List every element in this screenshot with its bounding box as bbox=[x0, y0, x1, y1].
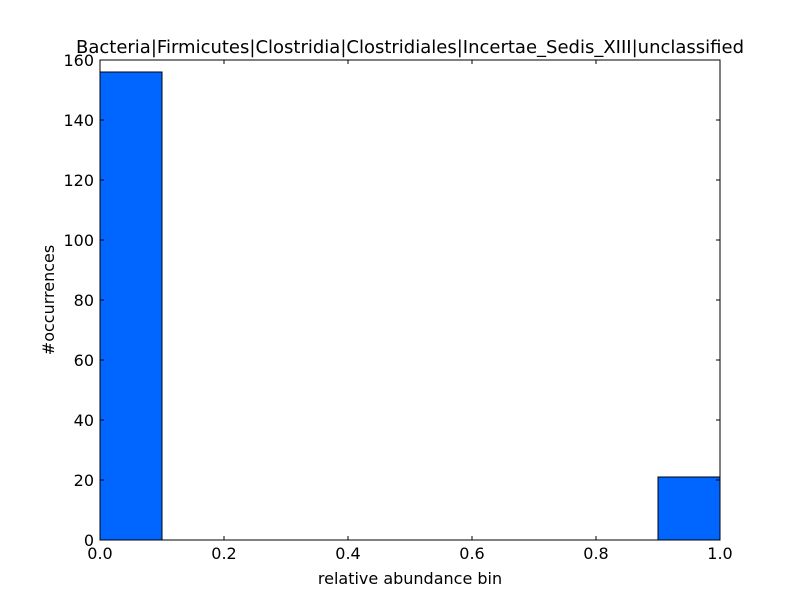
x-axis-label: relative abundance bin bbox=[318, 569, 502, 588]
y-axis-label: #occurrences bbox=[39, 245, 58, 355]
histogram-bar-0 bbox=[99, 71, 163, 541]
y-tick-label: 40 bbox=[74, 411, 94, 430]
x-tick-label: 0.6 bbox=[459, 544, 484, 563]
x-tick-label: 1.0 bbox=[707, 544, 732, 563]
histogram-bar-9 bbox=[657, 476, 721, 541]
y-tick-label: 60 bbox=[74, 351, 94, 370]
y-tick-label: 0 bbox=[84, 531, 94, 550]
y-tick-label: 160 bbox=[63, 51, 94, 70]
chart-title: Bacteria|Firmicutes|Clostridia|Clostridi… bbox=[76, 37, 744, 58]
bars-layer bbox=[99, 71, 721, 541]
y-tick-label: 100 bbox=[63, 231, 94, 250]
x-tick-label: 0.4 bbox=[335, 544, 360, 563]
x-tick-label: 0.8 bbox=[583, 544, 608, 563]
ticks-layer: 0.0 0.2 0.4 0.6 0.8 1.0 0 20 40 60 80 100 120 140 160 bbox=[63, 51, 732, 563]
y-tick-label: 80 bbox=[74, 291, 94, 310]
y-tick-label: 20 bbox=[74, 471, 94, 490]
plot-frame bbox=[99, 59, 721, 541]
x-tick-label: 0.0 bbox=[87, 544, 112, 563]
x-tick-label: 0.2 bbox=[211, 544, 236, 563]
y-tick-label: 120 bbox=[63, 171, 94, 190]
y-tick-label: 140 bbox=[63, 111, 94, 130]
